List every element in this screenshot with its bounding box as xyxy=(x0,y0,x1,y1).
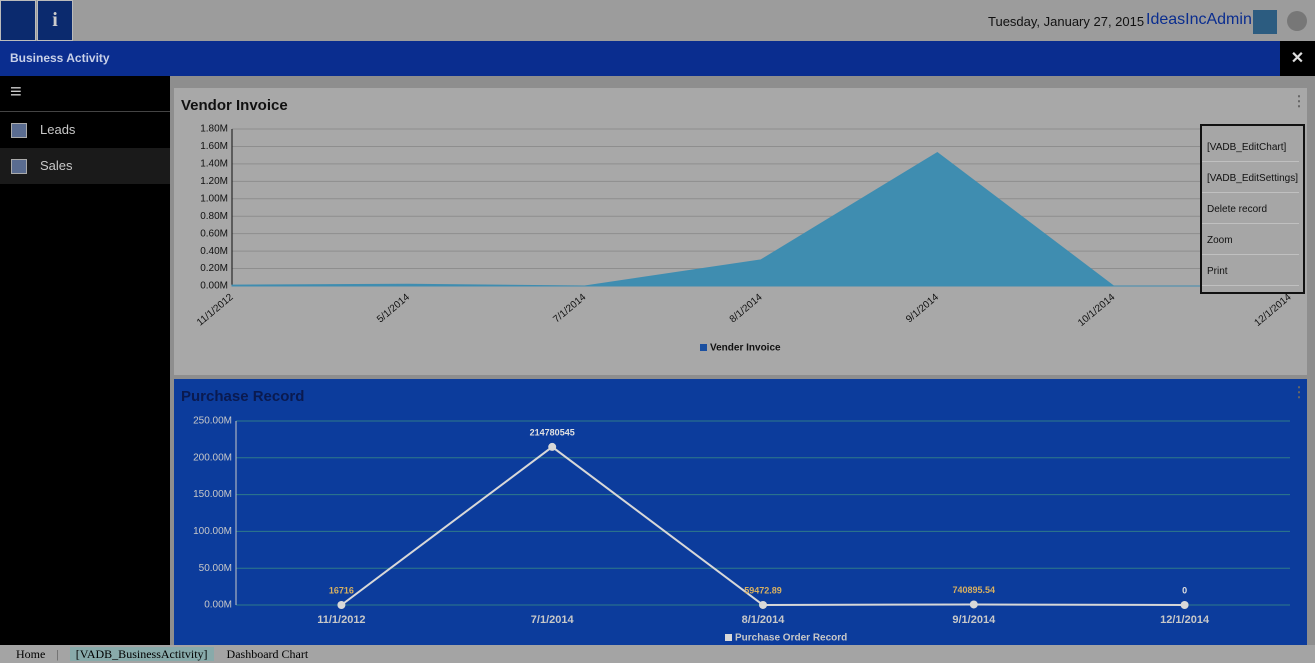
data-label: 0 xyxy=(1182,585,1187,595)
chart-panel: Purchase Record ⋮ 0.00M 50.00M 100.00M 150.00… xyxy=(174,379,1307,645)
task-home[interactable]: Home xyxy=(16,647,45,661)
data-label: 214780545 xyxy=(530,427,575,437)
y-tick-label: 0.60M xyxy=(200,228,228,239)
x-tick-label: 8/1/2014 xyxy=(742,614,786,626)
menu-item[interactable]: Delete record xyxy=(1202,193,1299,224)
point xyxy=(1181,601,1189,609)
sidebar: ≡ Leads Sales xyxy=(0,76,170,645)
y-tick-label: 50.00M xyxy=(199,563,232,574)
context-menu: [VADB_EditChart] [VADB_EditSettings] Del… xyxy=(1200,124,1305,294)
y-tick-label: 0.20M xyxy=(200,263,228,274)
y-tick-label: 1.60M xyxy=(200,141,228,152)
legend-swatch xyxy=(700,344,707,351)
menu-toggle[interactable]: ≡ xyxy=(0,76,170,112)
sidebar-item[interactable]: Sales xyxy=(0,148,170,184)
y-tick-label: 0.40M xyxy=(200,246,228,257)
y-tick-label: 1.80M xyxy=(200,124,228,135)
point xyxy=(759,601,767,609)
user-name[interactable]: IdeasIncAdmin xyxy=(1146,11,1252,29)
panel-menu: ⋮ xyxy=(1292,93,1306,109)
data-label: 59472.89 xyxy=(744,585,782,595)
point xyxy=(970,600,978,608)
task-item[interactable]: Dashboard Chart xyxy=(227,647,309,661)
close-button[interactable]: ✕ xyxy=(1280,41,1315,76)
y-tick-label: 1.00M xyxy=(200,193,228,204)
chart-panel: Vendor Invoice ⋮ 0.00M 0.20M 0.40M 0.60M 0.80M… xyxy=(174,88,1307,375)
top-bar: i Tuesday, January 27, 2015 IdeasIncAdmi… xyxy=(0,0,1315,41)
x-tick-label: 7/1/2014 xyxy=(531,614,575,626)
legend-label: Purchase Order Record xyxy=(735,633,847,644)
title-bar: Business Activity ✕ xyxy=(0,41,1315,76)
data-label: 740895.54 xyxy=(953,585,996,595)
y-tick-label: 1.20M xyxy=(200,176,228,187)
menu-item[interactable]: [VADB_EditChart] xyxy=(1202,131,1299,162)
separator: | xyxy=(56,647,58,661)
x-tick-label: 9/1/2014 xyxy=(952,614,996,626)
panel-bg xyxy=(174,88,1307,375)
x-tick-label: 11/1/2012 xyxy=(317,614,365,626)
point xyxy=(337,601,345,609)
y-tick-label: 1.40M xyxy=(200,159,228,170)
taskbar: Home | [VADB_BusinessActitvity] Dashboar… xyxy=(0,645,1315,663)
info-button[interactable]: i xyxy=(37,0,73,41)
y-tick-label: 0.00M xyxy=(200,281,228,292)
chart-title: Purchase Record xyxy=(181,388,304,405)
module-title: Business Activity xyxy=(10,51,110,65)
sidebar-item[interactable]: Leads xyxy=(0,112,170,148)
menu-item[interactable]: [VADB_EditSettings] xyxy=(1202,162,1299,193)
y-tick-label: 100.00M xyxy=(193,526,232,537)
x-tick-label: 12/1/2014 xyxy=(1160,614,1210,626)
y-tick-label: 0.00M xyxy=(204,600,232,611)
power-button[interactable] xyxy=(1287,11,1307,31)
home-button[interactable] xyxy=(0,0,36,41)
panel-menu: ⋮ xyxy=(1292,384,1306,400)
avatar[interactable] xyxy=(1253,10,1277,34)
date: Tuesday, January 27, 2015 xyxy=(988,14,1144,29)
menu-item[interactable]: Print xyxy=(1202,255,1299,286)
y-tick-label: 150.00M xyxy=(193,489,232,500)
point xyxy=(548,443,556,451)
legend-swatch xyxy=(725,634,732,641)
y-tick-label: 200.00M xyxy=(193,452,232,463)
data-label: 16716 xyxy=(329,585,354,595)
y-tick-label: 0.80M xyxy=(200,211,228,222)
chart-title: Vendor Invoice xyxy=(181,97,288,114)
menu-item[interactable]: Zoom xyxy=(1202,224,1299,255)
task-item[interactable]: [VADB_BusinessActitvity] xyxy=(70,647,214,661)
page: i Tuesday, January 27, 2015 IdeasIncAdmi… xyxy=(0,0,1315,663)
y-tick-label: 250.00M xyxy=(193,416,232,427)
legend-label: Vender Invoice xyxy=(710,343,781,354)
